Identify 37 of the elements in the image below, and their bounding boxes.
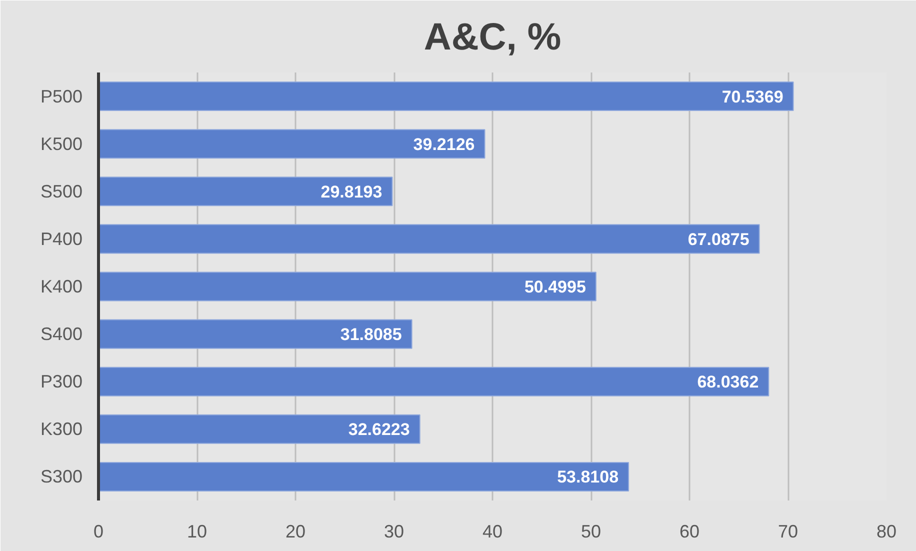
bar bbox=[98, 272, 596, 302]
chart-title: A&C, % bbox=[424, 16, 562, 58]
data-label: 53.8108 bbox=[557, 468, 619, 487]
x-tick-label: 10 bbox=[186, 522, 208, 542]
data-label: 68.0362 bbox=[697, 372, 759, 392]
x-tick-label: 30 bbox=[384, 522, 404, 542]
data-label: 31.8085 bbox=[340, 325, 402, 344]
x-tick-label: 70 bbox=[778, 522, 798, 542]
data-label: 32.6223 bbox=[348, 420, 410, 440]
bar bbox=[98, 414, 420, 444]
x-tick-label: 40 bbox=[482, 522, 503, 542]
y-tick-label: P500 bbox=[40, 86, 83, 106]
bar bbox=[98, 176, 393, 206]
y-tick-label: P400 bbox=[40, 228, 83, 249]
bar bbox=[98, 82, 794, 112]
y-tick-label: K500 bbox=[40, 134, 83, 154]
data-label: 29.8193 bbox=[320, 182, 382, 202]
data-label: 39.2126 bbox=[413, 134, 475, 154]
y-tick-label: P300 bbox=[40, 372, 83, 392]
bar bbox=[98, 319, 412, 349]
y-tick-label: S500 bbox=[40, 181, 83, 202]
x-tick-label: 50 bbox=[580, 522, 602, 542]
y-tick-label: K300 bbox=[40, 419, 83, 440]
bar bbox=[98, 129, 486, 159]
x-tick-label: 60 bbox=[679, 522, 700, 542]
bar bbox=[98, 366, 770, 396]
data-label: 50.4995 bbox=[524, 278, 586, 296]
y-tick-label: K400 bbox=[40, 276, 83, 296]
x-tick-label: 0 bbox=[93, 522, 104, 542]
data-label: 67.0875 bbox=[688, 230, 750, 249]
bar bbox=[98, 224, 760, 254]
y-tick-label: S300 bbox=[40, 466, 83, 487]
data-label: 70.5369 bbox=[722, 87, 784, 106]
bar bbox=[98, 462, 630, 492]
x-tick-label: 20 bbox=[285, 522, 306, 542]
y-tick-label: S400 bbox=[40, 324, 83, 344]
x-tick-label: 80 bbox=[876, 522, 897, 542]
